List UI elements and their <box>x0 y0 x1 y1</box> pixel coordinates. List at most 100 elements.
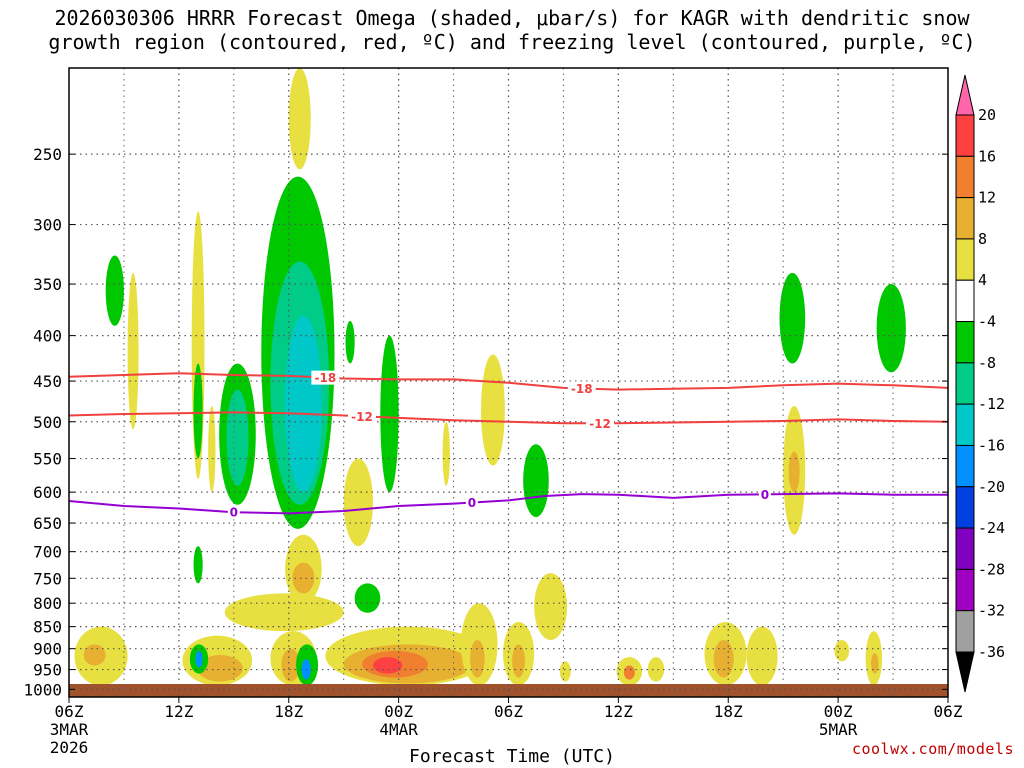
colorbar-label: -32 <box>978 602 1005 620</box>
omega-region <box>224 593 344 632</box>
colorbar-box <box>955 238 975 281</box>
x-tick-date: 5MAR <box>819 720 858 739</box>
x-tick-label: 12Z <box>164 702 193 721</box>
omega-region <box>195 650 203 668</box>
omega-region <box>292 562 315 594</box>
colorbar-label: 8 <box>978 230 987 248</box>
contours: -18 -18 -12 -12 0 0 0 <box>69 370 948 520</box>
y-tick-label: 550 <box>33 450 62 469</box>
omega-region <box>481 354 505 466</box>
chart-title: 2026030306 HRRR Forecast Omega (shaded, … <box>48 6 976 54</box>
y-tick-label: 750 <box>33 569 62 588</box>
omega-region <box>647 657 665 682</box>
contour-label-bg <box>311 370 340 385</box>
contour-label-bg <box>465 495 478 510</box>
x-tick-date: 4MAR <box>379 720 418 739</box>
omega-region <box>876 284 906 373</box>
y-tick-label: 900 <box>33 640 62 659</box>
contour-label-bg <box>348 409 376 424</box>
x-axis-title: Forecast Time (UTC) <box>409 746 615 767</box>
x-tick-label: 00Z <box>824 702 853 721</box>
contour-label: -18 <box>315 371 337 385</box>
colorbar-label: -8 <box>978 354 996 372</box>
contour-label-bg <box>758 487 771 502</box>
omega-region <box>788 451 800 493</box>
x-tick-year: 2026 <box>50 738 89 757</box>
colorbar-box <box>955 321 975 364</box>
contour-label-bg <box>567 381 596 396</box>
omega-region <box>193 363 203 459</box>
omega-region <box>523 444 549 518</box>
x-tick-label: 06Z <box>494 702 523 721</box>
omega-region <box>288 68 311 170</box>
colorbar-label: 20 <box>978 106 996 124</box>
contour-label: -18 <box>571 382 593 396</box>
colorbar: 20 16 12 8 4 -4 -8 -12 -16 -20 -24 -28 -32 -36 <box>955 74 1005 693</box>
grid-lines <box>69 68 948 697</box>
omega-region <box>380 335 399 493</box>
colorbar-label: -4 <box>978 313 996 331</box>
omega-region <box>442 421 450 486</box>
omega-region <box>559 661 571 682</box>
contour-label: -12 <box>351 410 373 424</box>
contour-line <box>69 492 948 515</box>
colorbar-box <box>955 486 975 529</box>
colorbar-box <box>955 197 975 240</box>
colorbar-box <box>955 610 975 653</box>
y-tick-label: 800 <box>33 594 62 613</box>
colorbar-label: -36 <box>978 643 1005 661</box>
colorbar-box <box>955 114 975 157</box>
omega-region <box>512 644 525 678</box>
omega-region <box>713 640 734 678</box>
y-axis: 250 300 350 400 450 500 550 600 650 700 750 800 850 9… <box>23 145 948 699</box>
contour-label-bg <box>586 416 615 431</box>
x-tick-label: 18Z <box>714 702 743 721</box>
contour-line <box>69 372 948 391</box>
colorbar-box <box>955 362 975 405</box>
omega-region <box>623 665 635 680</box>
omega-region <box>470 640 485 678</box>
y-tick-label: 350 <box>33 275 62 294</box>
y-tick-label: 850 <box>33 618 62 637</box>
y-tick-label: 250 <box>33 145 62 164</box>
colorbar-label: 16 <box>978 147 996 165</box>
y-tick-label: 700 <box>33 543 62 562</box>
y-tick-label: 650 <box>33 514 62 533</box>
omega-region <box>343 458 373 547</box>
x-tick-label: 06Z <box>934 702 963 721</box>
omega-region <box>105 255 124 326</box>
x-tick-label: 18Z <box>274 702 303 721</box>
omega-region <box>127 272 139 430</box>
contour-label-bg <box>227 505 240 520</box>
colorbar-label: -16 <box>978 436 1005 454</box>
omega-region <box>534 573 568 641</box>
omega-region <box>779 272 806 364</box>
x-tick-label: 06Z <box>55 702 84 721</box>
colorbar-bottom-triangle <box>955 651 975 693</box>
omega-region <box>281 648 300 682</box>
omega-region <box>746 626 778 686</box>
y-tick-label: 400 <box>33 327 62 346</box>
colorbar-label: -28 <box>978 560 1005 578</box>
omega-region <box>354 583 381 613</box>
x-tick-label: 00Z <box>384 702 413 721</box>
contour-line <box>69 411 948 425</box>
colorbar-top-triangle <box>955 74 975 116</box>
colorbar-box <box>955 403 975 446</box>
y-tick-label: 500 <box>33 413 62 432</box>
contour-label: 0 <box>230 506 238 520</box>
omega-region <box>285 315 322 493</box>
y-tick-label: 450 <box>33 372 62 391</box>
colorbar-box <box>955 155 975 199</box>
omega-region <box>226 389 249 486</box>
x-tick-date: 3MAR <box>50 720 89 739</box>
colorbar-label: -20 <box>978 478 1005 496</box>
omega-region <box>345 320 355 364</box>
y-tick-label: 600 <box>33 483 62 502</box>
contour-label: 0 <box>761 488 769 502</box>
omega-region <box>83 644 106 666</box>
omega-region <box>372 657 403 674</box>
omega-shading <box>74 68 906 686</box>
omega-region <box>834 640 850 662</box>
